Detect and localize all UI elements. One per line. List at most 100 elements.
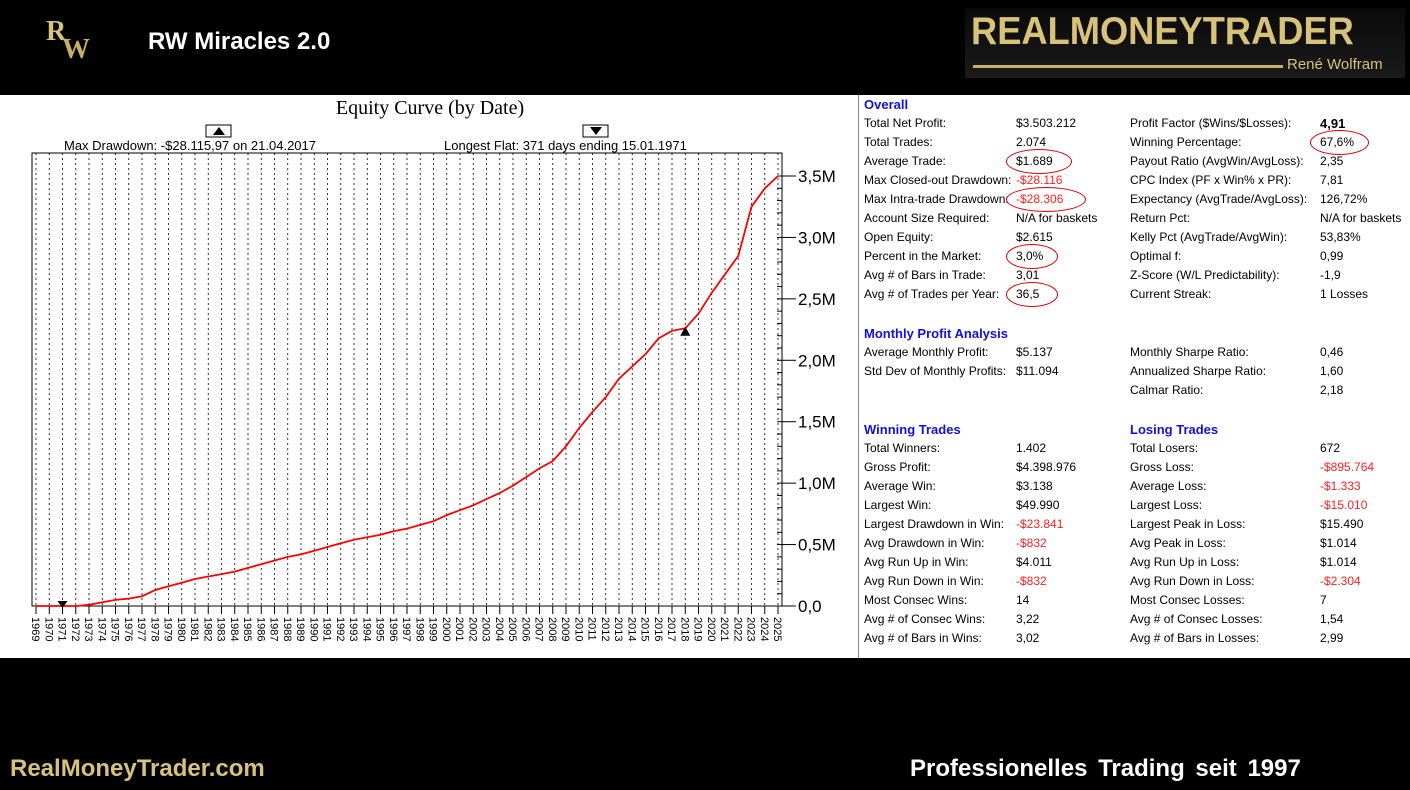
x-tick-label: 2013 [612, 617, 624, 641]
x-tick-label: 2006 [519, 617, 531, 641]
equity-point [565, 445, 567, 448]
brand-logo: REALMONEYTRADER René Wolfram [965, 8, 1405, 78]
equity-point [326, 546, 329, 548]
equity-point [74, 605, 77, 607]
x-tick-label: 1993 [347, 617, 359, 641]
y-tick-label: 1,5M [798, 413, 836, 432]
equity-point [366, 536, 369, 538]
stat-label: Average Monthly Profit: [864, 345, 989, 359]
equity-point [379, 533, 382, 536]
stat-label: Avg Peak in Loss: [1130, 536, 1226, 550]
stat-value: 1,54 [1320, 612, 1344, 626]
equity-point [724, 273, 726, 276]
stat-label: Winning Percentage: [1130, 135, 1242, 149]
x-tick-label: 1997 [400, 617, 412, 641]
x-tick-label: 2007 [533, 617, 545, 641]
stat-value: 0,99 [1320, 249, 1344, 263]
equity-point [737, 255, 740, 257]
stat-label: Largest Win: [864, 498, 932, 512]
x-tick-label: 1989 [294, 617, 306, 641]
equity-point [194, 578, 196, 580]
x-tick-label: 2023 [745, 617, 757, 641]
footer-website: RealMoneyTrader.com [10, 755, 265, 782]
x-tick-label: 2000 [440, 617, 452, 641]
equity-point [710, 291, 713, 294]
stat-value: 53,83% [1320, 230, 1361, 244]
stat-label: Return Pct: [1130, 211, 1191, 225]
stat-value: 7 [1320, 593, 1327, 607]
stat-value: $3.138 [1016, 479, 1053, 493]
x-tick-label: 1971 [56, 617, 68, 641]
x-tick-label: 2011 [586, 617, 598, 641]
stat-value: $15.490 [1320, 517, 1364, 531]
x-tick-label: 1987 [268, 617, 280, 641]
brand-name: REALMONEYTRADER [971, 10, 1354, 53]
x-tick-label: 2005 [506, 617, 518, 641]
stat-value: $49.990 [1016, 498, 1060, 512]
equity-point [525, 476, 528, 478]
x-tick-label: 2024 [758, 617, 770, 641]
equity-point [644, 353, 647, 355]
x-tick-label: 2019 [692, 617, 704, 641]
equity-point [300, 553, 302, 556]
stat-value: -1,9 [1320, 268, 1341, 282]
stat-value: N/A for baskets [1320, 211, 1402, 225]
equity-point [578, 427, 581, 429]
equity-point [498, 492, 501, 494]
stat-label: Optimal f: [1130, 249, 1182, 263]
stat-label: Account Size Required: [864, 211, 990, 225]
stat-label: Expectancy (AvgTrade/AvgLoss): [1130, 192, 1308, 206]
stat-label: Current Streak: [1130, 287, 1212, 301]
section-title: Winning Trades [864, 422, 961, 437]
x-tick-label: 1996 [387, 617, 399, 641]
stat-value: $1.014 [1320, 536, 1357, 550]
equity-point [35, 605, 37, 607]
x-tick-label: 2016 [652, 617, 664, 641]
y-tick-label: 2,5M [798, 290, 836, 309]
x-tick-label: 1981 [188, 617, 200, 641]
stat-value: N/A for baskets [1016, 211, 1098, 225]
equity-point [180, 581, 183, 584]
equity-point [406, 527, 408, 530]
stat-label: Gross Loss: [1130, 460, 1195, 474]
stat-value: 2.074 [1016, 135, 1047, 149]
stat-value: -$23.841 [1016, 517, 1064, 531]
stat-value: -$895.764 [1320, 460, 1375, 474]
stat-value: 2,99 [1320, 631, 1344, 645]
x-tick-label: 2017 [665, 617, 677, 641]
equity-chart: Equity Curve (by Date) Max Drawdown: -$28… [29, 97, 836, 641]
equity-point [286, 556, 289, 558]
x-tick-label: 1982 [201, 617, 213, 641]
stat-value: -$2.304 [1320, 574, 1361, 588]
equity-point [445, 514, 448, 516]
stat-value: -$15.010 [1320, 498, 1368, 512]
stat-value: 1.402 [1016, 441, 1047, 455]
x-tick-label: 2008 [546, 617, 558, 641]
stat-value: $3.503.212 [1016, 116, 1077, 130]
equity-point [101, 601, 104, 604]
x-tick-label: 1975 [109, 617, 121, 641]
x-tick-label: 2021 [718, 617, 730, 641]
equity-point [591, 411, 594, 413]
equity-point [485, 498, 488, 500]
x-tick-label: 1976 [122, 617, 134, 641]
y-tick-label: 0,0 [798, 597, 822, 616]
stat-label: Avg # of Bars in Trade: [864, 268, 986, 282]
stat-label: Annualized Sharpe Ratio: [1130, 364, 1267, 378]
x-tick-label: 1974 [95, 617, 107, 641]
stat-label: Avg Run Up in Win: [864, 555, 969, 569]
stat-value: $2.615 [1016, 230, 1053, 244]
equity-point [763, 187, 766, 190]
stat-value: 1 Losses [1320, 287, 1369, 301]
x-tick-label: 1983 [215, 617, 227, 641]
equity-point [48, 605, 51, 607]
equity-point [247, 567, 249, 569]
equity-point [604, 396, 607, 398]
equity-point [432, 520, 435, 523]
stat-value: 1,60 [1320, 364, 1344, 378]
x-tick-label: 1984 [228, 617, 240, 641]
x-tick-label: 1990 [307, 617, 319, 641]
x-tick-label: 2004 [493, 617, 505, 641]
section-title: Monthly Profit Analysis [864, 326, 1008, 341]
x-tick-label: 2025 [771, 617, 783, 641]
